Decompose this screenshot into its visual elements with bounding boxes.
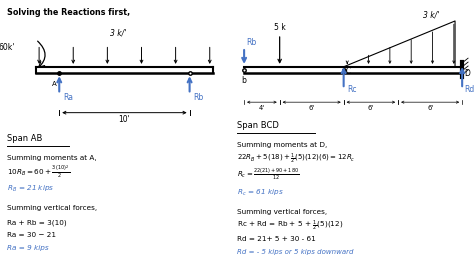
Text: Rd: Rd — [465, 85, 474, 94]
Text: C: C — [346, 67, 351, 76]
Text: Rc: Rc — [347, 85, 357, 94]
Text: Ra = 9 kips: Ra = 9 kips — [7, 245, 49, 251]
Text: Span BCD: Span BCD — [237, 121, 279, 130]
Text: Rd = - 5 kips or 5 kips downward: Rd = - 5 kips or 5 kips downward — [237, 249, 354, 255]
Text: 6': 6' — [309, 105, 315, 111]
Text: Span AB: Span AB — [7, 134, 43, 144]
Text: $R_c$ = 61 kips: $R_c$ = 61 kips — [237, 188, 283, 198]
Text: Summing moments at A,: Summing moments at A, — [7, 155, 97, 161]
Text: Ra = 30 − 21: Ra = 30 − 21 — [7, 232, 56, 238]
Text: $R_B$ = 21 kips: $R_B$ = 21 kips — [7, 184, 55, 194]
Text: 6': 6' — [427, 105, 433, 111]
Text: 4': 4' — [259, 105, 265, 111]
Text: A: A — [52, 81, 57, 88]
Text: Ra: Ra — [63, 92, 73, 102]
Text: 5 k: 5 k — [274, 23, 285, 32]
Text: $22R_B + 5(18) + \frac{1}{2}(5)(12)(6)= 12R_c$: $22R_B + 5(18) + \frac{1}{2}(5)(12)(6)= … — [237, 152, 356, 166]
Text: Summing vertical forces,: Summing vertical forces, — [7, 205, 97, 211]
Text: 10': 10' — [118, 115, 130, 124]
Text: 3 k/': 3 k/' — [423, 10, 439, 19]
Text: Solving the Reactions first,: Solving the Reactions first, — [7, 8, 130, 17]
Text: Rb: Rb — [193, 92, 203, 102]
Text: $10R_B = 60 + \frac{3(10)^2}{2}$: $10R_B = 60 + \frac{3(10)^2}{2}$ — [7, 163, 70, 180]
Text: 3 k/': 3 k/' — [110, 29, 127, 38]
Text: 6': 6' — [368, 105, 374, 111]
Text: b: b — [242, 75, 246, 85]
Text: D: D — [465, 69, 470, 78]
Text: 60k': 60k' — [0, 43, 15, 52]
Text: Ra + Rb = 3(10): Ra + Rb = 3(10) — [7, 219, 67, 226]
Text: Rb: Rb — [246, 37, 257, 47]
Text: Summing vertical forces,: Summing vertical forces, — [237, 209, 327, 215]
Text: Summing moments at D,: Summing moments at D, — [237, 142, 327, 148]
Text: $R_c = \frac{22(21) + 90 + 180}{12}$: $R_c = \frac{22(21) + 90 + 180}{12}$ — [237, 167, 299, 182]
Text: Rc + Rd = Rb + 5 + $\frac{1}{2}$(5)(12): Rc + Rd = Rb + 5 + $\frac{1}{2}$(5)(12) — [237, 219, 343, 233]
Text: Rd = 21+ 5 + 30 - 61: Rd = 21+ 5 + 30 - 61 — [237, 236, 316, 242]
